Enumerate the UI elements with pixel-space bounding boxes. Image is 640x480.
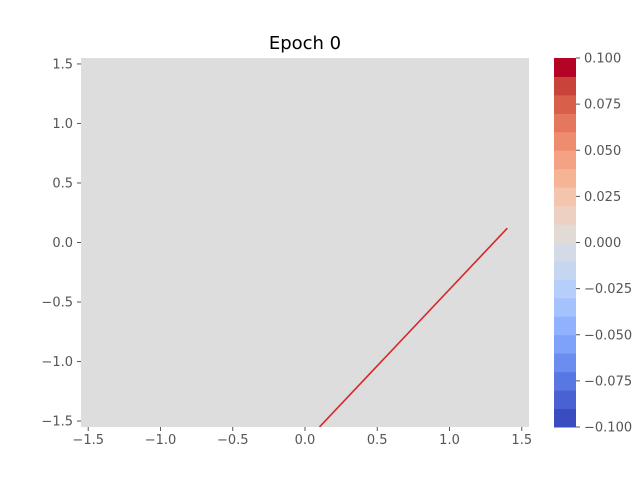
colorbar-tick-label: −0.050 (584, 328, 632, 343)
y-tick-label: −1.0 (41, 355, 73, 370)
x-tick-label: −1.5 (72, 433, 104, 448)
colorbar-band (554, 187, 576, 207)
colorbar-band (554, 408, 576, 428)
colorbar-band (554, 297, 576, 317)
colorbar-tick-label: 0.075 (584, 98, 621, 113)
colorbar-band (554, 113, 576, 133)
colorbar-band (554, 371, 576, 391)
colorbar-band (554, 260, 576, 280)
colorbar-band (554, 168, 576, 188)
colorbar-axis: −0.100 −0.075 −0.050 −0.025 0.000 0.025 0.050 0… (576, 52, 632, 436)
x-tick-label: 0.5 (367, 433, 388, 448)
colorbar-band (554, 316, 576, 336)
contour-field (81, 58, 529, 427)
y-tick-label: 1.0 (52, 117, 73, 132)
colorbar-band (554, 334, 576, 354)
y-tick-label: 0.5 (52, 176, 73, 191)
colorbar-tick-label: 0.050 (584, 144, 621, 159)
x-tick-label: −0.5 (217, 433, 249, 448)
colorbar-band (554, 58, 576, 77)
y-tick-label: 0.0 (52, 236, 73, 251)
colorbar-tick-label: −0.100 (584, 421, 632, 436)
colorbar-band (554, 150, 576, 170)
y-tick-label: 1.5 (52, 57, 73, 72)
colorbar-band (554, 131, 576, 151)
colorbar (554, 58, 576, 428)
colorbar-tick-label: 0.000 (584, 236, 621, 251)
x-tick-label: 1.0 (439, 433, 460, 448)
colorbar-band (554, 390, 576, 410)
colorbar-tick-label: −0.075 (584, 374, 632, 389)
colorbar-band (554, 353, 576, 373)
colorbar-tick-label: −0.025 (584, 282, 632, 297)
chart-title: Epoch 0 (269, 33, 341, 54)
colorbar-band (554, 205, 576, 225)
y-axis: −1.5 −1.0 −0.5 0.0 0.5 1.0 1.5 (41, 57, 81, 430)
colorbar-band (554, 279, 576, 299)
colorbar-tick-label: 0.100 (584, 52, 621, 67)
colorbar-band (554, 242, 576, 262)
x-tick-label: 1.5 (511, 433, 532, 448)
colorbar-band (554, 76, 576, 96)
colorbar-band (554, 94, 576, 114)
x-axis: −1.5 −1.0 −0.5 0.0 0.5 1.0 1.5 (72, 427, 532, 448)
x-tick-label: 0.0 (295, 433, 316, 448)
x-tick-label: −1.0 (145, 433, 177, 448)
plot-area (81, 58, 529, 427)
y-tick-label: −0.5 (41, 296, 73, 311)
decision-line (318, 227, 508, 427)
y-tick-label: −1.5 (41, 415, 73, 430)
colorbar-tick-label: 0.025 (584, 190, 621, 205)
colorbar-band (554, 224, 576, 243)
